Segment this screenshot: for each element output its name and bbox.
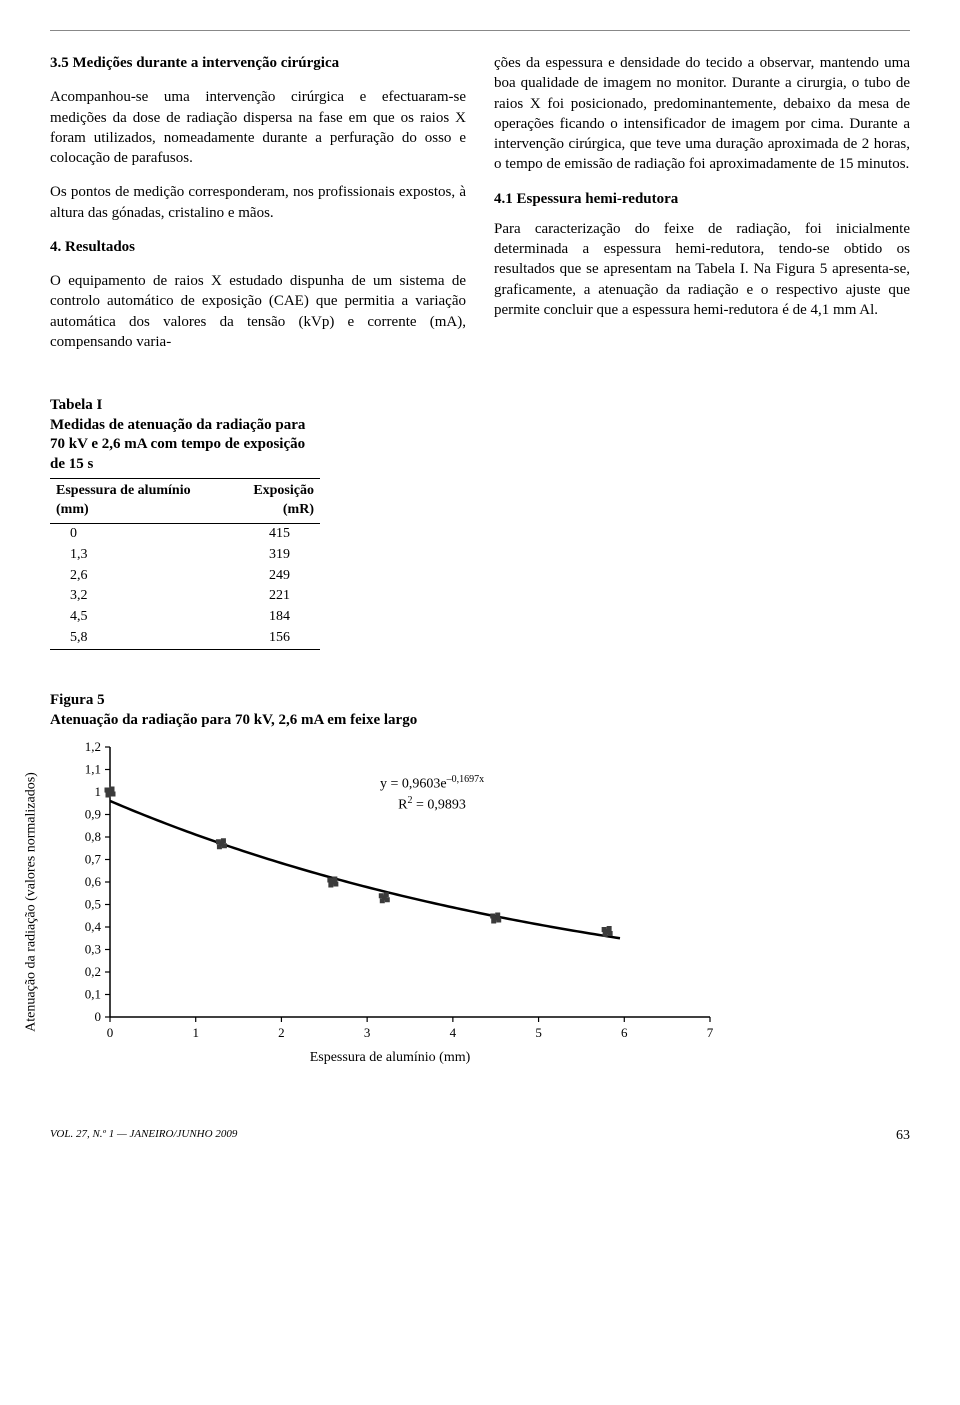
eq-line2a: R — [398, 798, 407, 813]
right-column: ções da espessura e densidade do tecido … — [494, 53, 910, 366]
para-l2: Os pontos de medição corresponderam, nos… — [50, 182, 466, 223]
svg-text:4: 4 — [450, 1025, 457, 1040]
table-i: Tabela I Medidas de atenuação da radiaçã… — [50, 396, 320, 650]
top-rule — [50, 30, 910, 31]
table-cell: 221 — [218, 586, 321, 607]
section-title-35: 3.5 Medições durante a intervenção cirúr… — [50, 53, 466, 73]
table-cell: 249 — [218, 566, 321, 587]
table-cell: 319 — [218, 545, 321, 566]
table-title: Tabela I Medidas de atenuação da radiaçã… — [50, 396, 320, 474]
svg-text:1,2: 1,2 — [85, 739, 101, 754]
para-l3: O equipamento de raios X estudado dispun… — [50, 271, 466, 352]
svg-text:0,2: 0,2 — [85, 964, 101, 979]
svg-text:0,1: 0,1 — [85, 986, 101, 1001]
svg-text:3: 3 — [364, 1025, 371, 1040]
svg-text:0: 0 — [107, 1025, 114, 1040]
table-cell: 415 — [218, 523, 321, 544]
table-body: 0415 1,3319 2,6249 3,2221 4,5184 5,8156 — [50, 523, 320, 649]
figure-title: Figura 5 Atenuação da radiação para 70 k… — [50, 690, 910, 731]
chart-container: Atenuação da radiação (valores normaliza… — [50, 737, 750, 1067]
table-cell: 0 — [50, 523, 218, 544]
para-r1: ções da espessura e densidade do tecido … — [494, 53, 910, 175]
th-exposicao: Exposição (mR) — [218, 479, 321, 524]
svg-text:0,5: 0,5 — [85, 896, 101, 911]
eq-line1a: y = 0,9603e — [380, 776, 447, 791]
svg-text:6: 6 — [621, 1025, 628, 1040]
table-data: Espessura de alumínio (mm) Exposição (mR… — [50, 478, 320, 650]
section-title-4: 4. Resultados — [50, 237, 466, 257]
table-caption: Medidas de atenuação da radiação para 70… — [50, 417, 305, 472]
table-cell: 5,8 — [50, 628, 218, 649]
svg-text:0,8: 0,8 — [85, 829, 101, 844]
section-title-41: 4.1 Espessura hemi-redutora — [494, 189, 910, 209]
left-column: 3.5 Medições durante a intervenção cirúr… — [50, 53, 466, 366]
th-espessura: Espessura de alumínio (mm) — [50, 479, 218, 524]
svg-text:5: 5 — [535, 1025, 542, 1040]
table-cell: 3,2 — [50, 586, 218, 607]
table-cell: 2,6 — [50, 566, 218, 587]
equation-annotation: y = 0,9603e–0,1697x R2 = 0,9893 — [380, 773, 484, 816]
figure-label: Figura 5 — [50, 692, 105, 708]
svg-text:7: 7 — [707, 1025, 714, 1040]
svg-text:1: 1 — [95, 784, 102, 799]
footer-page-number: 63 — [896, 1127, 910, 1146]
x-axis-label: Espessura de alumínio (mm) — [110, 1049, 670, 1068]
table-cell: 1,3 — [50, 545, 218, 566]
svg-text:0,3: 0,3 — [85, 941, 101, 956]
table-cell: 4,5 — [50, 607, 218, 628]
svg-text:1,1: 1,1 — [85, 761, 101, 776]
table-cell: 184 — [218, 607, 321, 628]
footer-left: VOL. 27, N.º 1 — JANEIRO/JUNHO 2009 — [50, 1127, 237, 1146]
svg-text:0,6: 0,6 — [85, 874, 102, 889]
figure-caption: Atenuação da radiação para 70 kV, 2,6 mA… — [50, 712, 417, 728]
table-cell: 156 — [218, 628, 321, 649]
svg-text:0,4: 0,4 — [85, 919, 102, 934]
svg-text:1: 1 — [192, 1025, 199, 1040]
eq-line1b: –0,1697x — [447, 774, 485, 785]
eq-line2c: = 0,9893 — [413, 798, 466, 813]
svg-text:0: 0 — [95, 1009, 102, 1024]
svg-text:0,7: 0,7 — [85, 851, 102, 866]
figure-5: Figura 5 Atenuação da radiação para 70 k… — [50, 690, 910, 1067]
svg-text:0,9: 0,9 — [85, 806, 101, 821]
two-column-text: 3.5 Medições durante a intervenção cirúr… — [50, 53, 910, 366]
para-r2: Para caracterização do feixe de radiação… — [494, 219, 910, 320]
para-l1: Acompanhou-se uma intervenção cirúrgica … — [50, 87, 466, 168]
svg-text:2: 2 — [278, 1025, 285, 1040]
page-footer: VOL. 27, N.º 1 — JANEIRO/JUNHO 2009 63 — [50, 1127, 910, 1146]
table-label: Tabela I — [50, 397, 102, 413]
y-axis-label: Atenuação da radiação (valores normaliza… — [23, 772, 42, 1032]
